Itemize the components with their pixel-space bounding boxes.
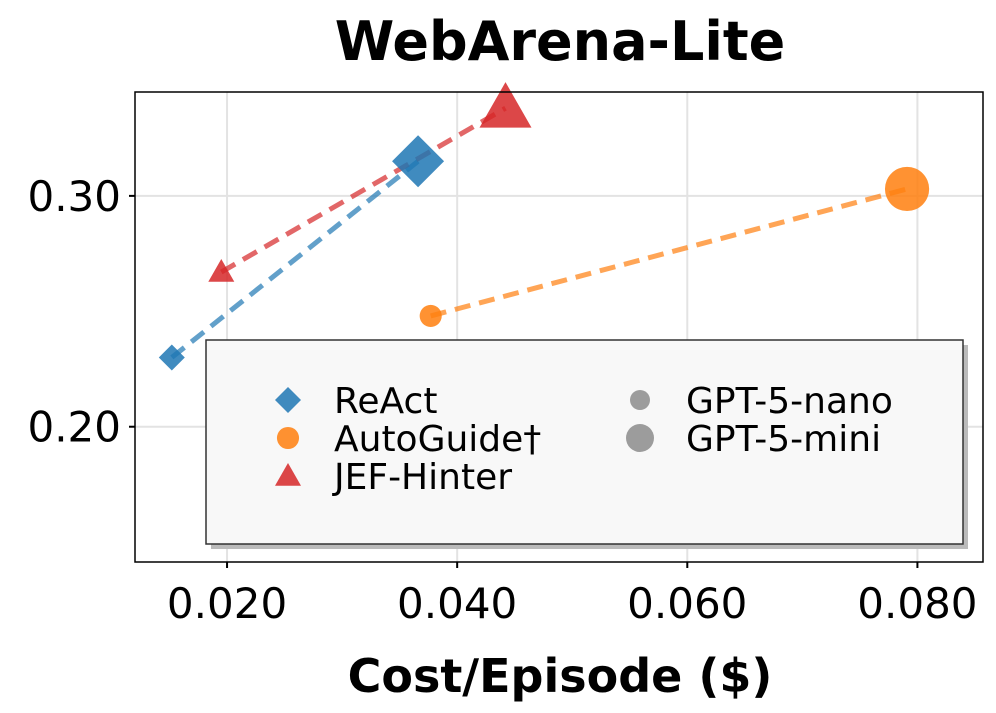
series-line bbox=[170, 159, 420, 360]
data-point bbox=[392, 135, 445, 188]
legend-box bbox=[205, 339, 964, 545]
data-point bbox=[479, 82, 532, 128]
legend-size-marker bbox=[630, 390, 650, 410]
series-line bbox=[430, 186, 908, 319]
legend-size-label: GPT-5-mini bbox=[686, 419, 881, 460]
x-axis-label: Cost/Episode ($) bbox=[348, 649, 773, 703]
x-tick-label: 0.040 bbox=[397, 579, 517, 628]
legend-label: JEF-Hinter bbox=[332, 457, 512, 498]
legend-marker bbox=[276, 426, 300, 450]
x-tick-label: 0.020 bbox=[167, 579, 287, 628]
plot-frame bbox=[134, 91, 984, 563]
legend-label: AutoGuide† bbox=[334, 419, 541, 460]
data-point bbox=[208, 259, 235, 282]
legend-label: ReAct bbox=[334, 381, 437, 422]
x-tick-label: 0.080 bbox=[857, 579, 977, 628]
legend-marker bbox=[275, 463, 301, 486]
series-line bbox=[220, 105, 507, 275]
data-point bbox=[419, 304, 442, 327]
chart-title: WebArena-Lite bbox=[335, 10, 786, 73]
data-point bbox=[158, 344, 185, 371]
legend-size-label: GPT-5-nano bbox=[686, 381, 893, 422]
legend-marker bbox=[275, 387, 301, 413]
y-tick-label: 0.20 bbox=[27, 403, 121, 452]
legend-size-marker bbox=[626, 424, 654, 452]
y-tick-label: 0.30 bbox=[27, 172, 121, 221]
x-tick-label: 0.060 bbox=[627, 579, 747, 628]
data-point bbox=[884, 166, 930, 212]
